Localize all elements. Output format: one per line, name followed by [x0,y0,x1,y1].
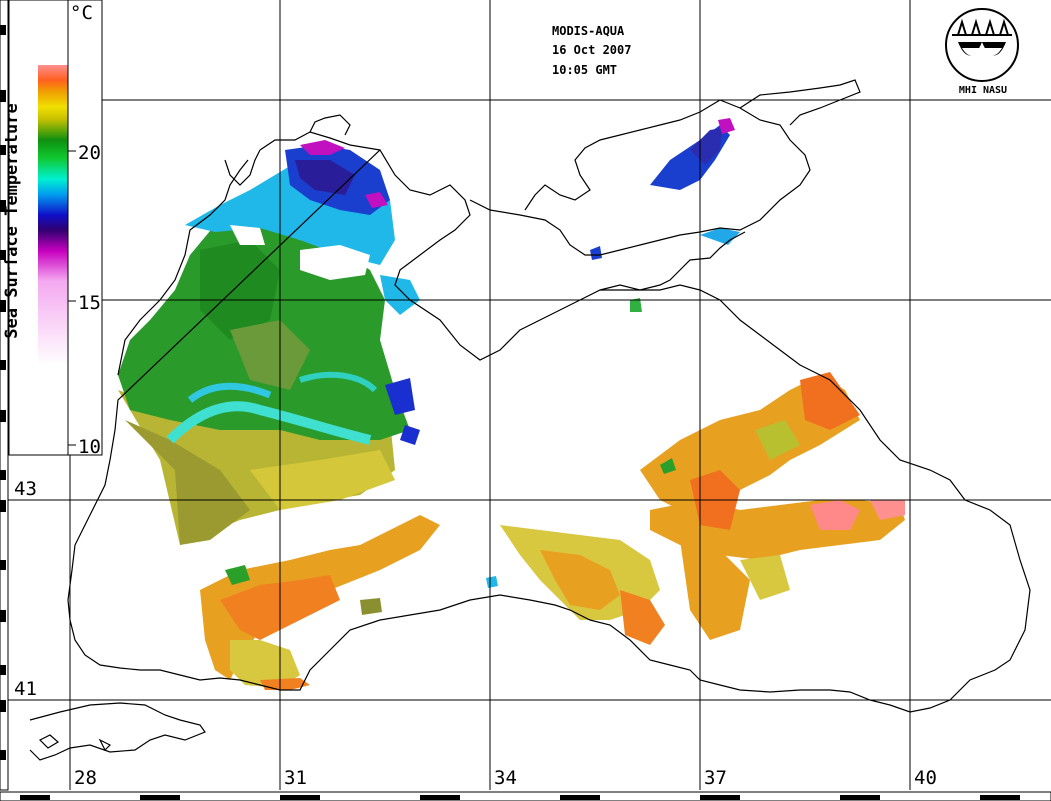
lon-label-34: 34 [494,767,517,789]
sst-data-west [118,140,440,690]
colorbar-tick-20: 20 [78,142,101,164]
satellite-label: MODIS-AQUA [552,24,625,38]
mhi-logo [945,8,1019,82]
lon-label-37: 37 [704,767,727,789]
unit-label: °C [70,2,93,24]
sst-data-east [486,298,905,645]
lon-label-28: 28 [74,767,97,789]
lon-label-31: 31 [284,767,307,789]
date-label: 16 Oct 2007 [552,43,632,57]
left-ruler [0,0,9,791]
colorbar-gradient [38,65,68,365]
bottom-ruler [0,791,1051,801]
time-label: 10:05 GMT [552,63,618,77]
colorbar-tick-15: 15 [78,292,101,314]
lat-label-41: 41 [14,678,37,700]
colorbar-tick-10: 10 [78,436,101,458]
logo-text: MHI NASU [958,85,1008,96]
lon-label-40: 40 [914,767,937,789]
colorbar-title: Sea Surface Temperature [2,103,22,339]
colorbar [8,0,103,456]
lat-label-43: 43 [14,478,37,500]
